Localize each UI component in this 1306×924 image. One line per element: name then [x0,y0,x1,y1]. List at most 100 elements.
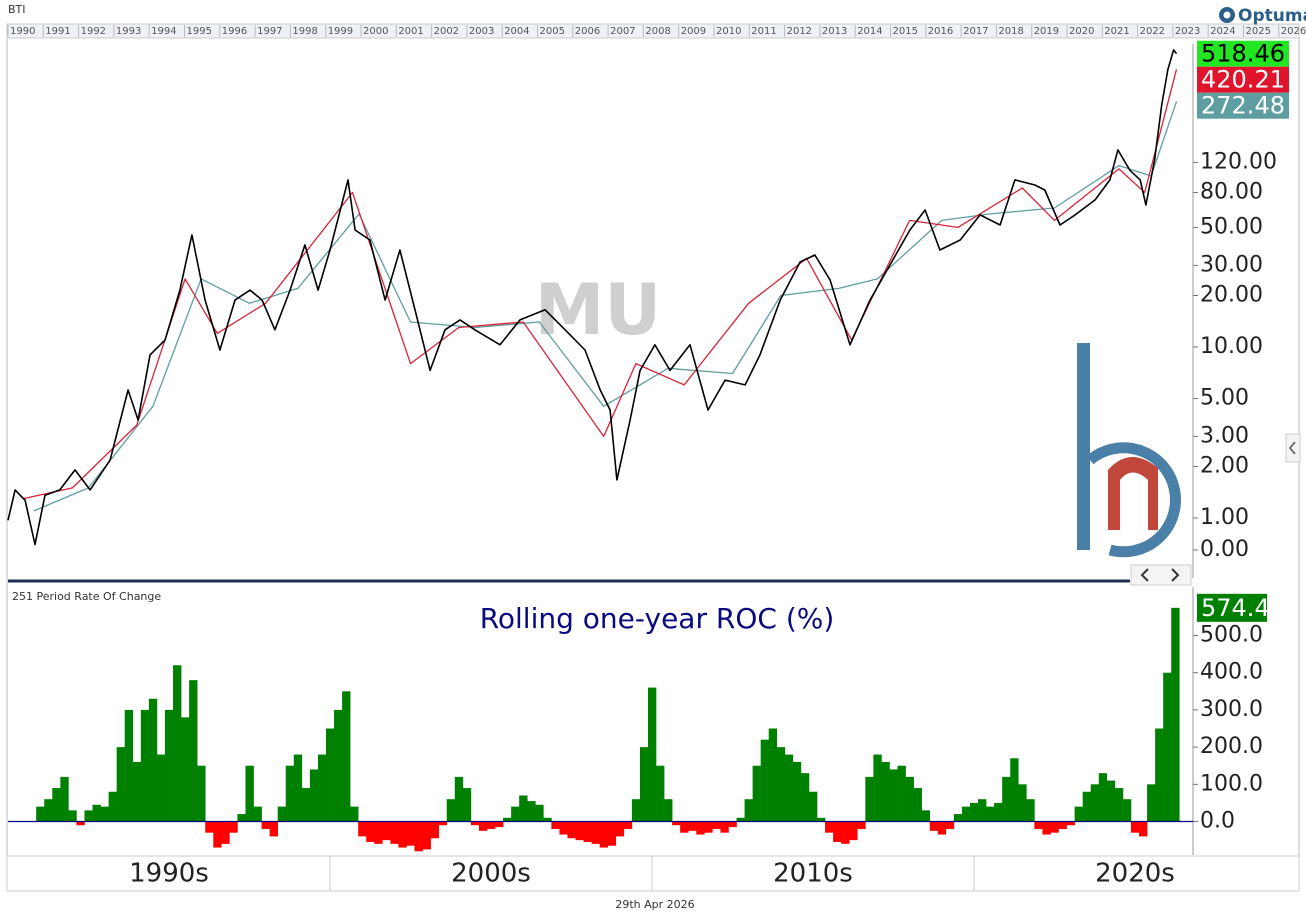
roc-bar [680,821,689,833]
roc-bar [1147,784,1156,822]
year-label: 2016 [928,26,953,37]
year-label: 2022 [1140,26,1165,37]
roc-bar [293,754,303,822]
roc-bar [800,773,810,822]
last-value-box [1197,40,1289,67]
roc-bar [1090,784,1100,822]
roc-bar [1114,788,1124,822]
scroll-left[interactable] [1140,568,1149,582]
roc-bar [551,821,560,829]
roc-bar [881,761,890,822]
roc-bar [623,821,633,829]
roc-bar [631,799,641,822]
year-label: 2011 [751,26,776,37]
roc-bar [84,810,93,822]
year-label: 2005 [540,26,565,37]
year-label: 2002 [434,26,459,37]
roc-bar [696,821,705,835]
collapse-tab[interactable] [1285,433,1301,463]
roc-bar [390,821,399,844]
roc-bar [261,821,270,829]
roc-bar [197,765,206,822]
indicator-label: 251 Period Rate Of Change [12,590,161,603]
roc-bar [768,728,778,822]
roc-title: Rolling one-year ROC (%) [480,602,835,635]
y-tick-label: 50.00 [1200,214,1263,239]
roc-bar [744,799,753,822]
year-label: 2014 [857,26,882,37]
roc-bar [736,817,745,822]
year-strip [6,23,1300,39]
year-label: 2013 [822,26,847,37]
roc-bar [317,754,327,822]
y-tick-label: 300.0 [1200,697,1263,722]
decade-label: 2010s [773,859,853,889]
collapse-box[interactable] [1285,433,1301,463]
roc-bar [559,821,568,835]
last-value-box [1197,593,1267,622]
roc-bar [817,817,826,822]
roc-bar [478,821,488,831]
year-label: 1993 [116,26,141,37]
roc-bar [1002,776,1011,822]
year-label: 2020 [1069,26,1094,37]
roc-bar [543,817,552,822]
scroll-buttons[interactable] [1130,564,1192,586]
roc-bar [527,801,536,822]
year-label: 2009 [681,26,706,37]
roc-bar [277,806,287,822]
year-label: 2024 [1210,26,1235,37]
roc-bar [148,698,158,822]
roc-bar [937,821,947,835]
year-label: 2004 [504,26,529,37]
year-label: 2017 [963,26,988,37]
scroll-box[interactable] [1130,564,1192,586]
roc-bar [776,747,786,822]
year-label: 2008 [645,26,670,37]
year-label: 2001 [398,26,423,37]
year-label: 2025 [1246,26,1271,37]
roc-bar [132,761,142,822]
roc-bar [833,821,842,842]
roc-bar [108,791,117,822]
roc-bar [438,821,448,826]
roc-bar [897,765,906,822]
year-label: 1999 [328,26,353,37]
y-tick-label: 2.00 [1200,454,1249,479]
roc-bar [929,821,939,831]
brand-name: Optuma [1238,6,1306,26]
roc-bar [52,788,61,822]
roc-bar [173,665,182,822]
roc-bar [221,821,230,844]
price-plot: 0.00 1.00 2.00 3.00 5.00 10.00 20.00 30.00 50.00… [7,40,1289,578]
year-labels: 1990 1991 1992 1993 1994 1995 1996 1997 1998 1999… [7,25,1306,37]
roc-bar [704,821,713,833]
y-tick-label: 10.00 [1200,334,1263,359]
collapse-arrow[interactable] [1289,441,1296,455]
roc-bar [181,717,190,822]
roc-bar [841,821,850,844]
decade-label: 2020s [1095,859,1175,889]
year-label: 1997 [257,26,282,37]
roc-bar [446,799,456,822]
roc-bar [865,776,874,822]
roc-bar [495,821,504,828]
roc-bar [92,804,101,822]
roc-bar [664,799,673,822]
year-label: 1992 [81,26,106,37]
roc-bar [269,821,278,837]
roc-bar [1018,784,1027,822]
roc-bar [116,747,126,822]
scroll-right[interactable] [1171,568,1180,582]
roc-bar [60,776,69,822]
symbol: BTI [8,3,26,16]
last-value-box [1197,66,1289,93]
roc-bar [688,821,697,831]
roc-bar [978,799,987,822]
roc-bar [567,821,576,839]
roc-bar [253,806,262,822]
roc-bar [599,821,609,848]
roc-bar [44,799,53,822]
